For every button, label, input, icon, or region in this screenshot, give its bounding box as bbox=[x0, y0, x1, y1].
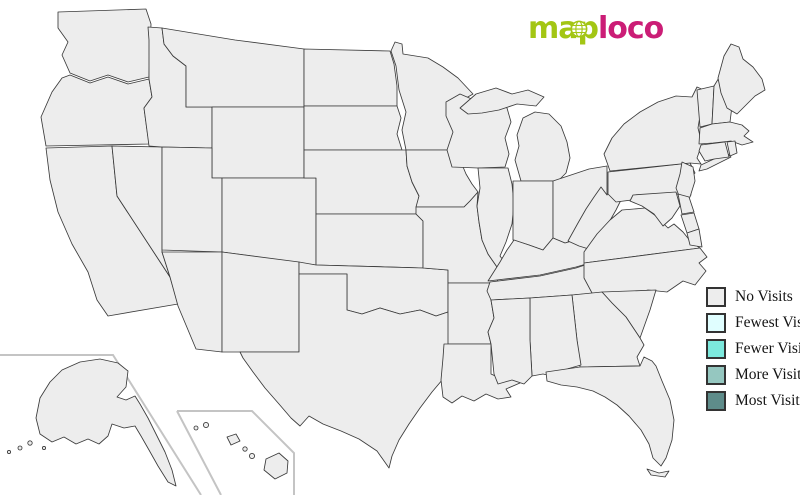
legend-label-no-visits: No Visits bbox=[735, 288, 793, 305]
legend-swatch-fewest-visits bbox=[706, 313, 726, 333]
hawaii-inset-border bbox=[176, 410, 295, 495]
state-oregon bbox=[40, 74, 153, 147]
legend-swatch-more-visits bbox=[706, 365, 726, 385]
legend-label-fewer-visits: Fewer Visits bbox=[735, 340, 800, 357]
legend-item-fewest-visits: Fewest Visits bbox=[706, 313, 800, 333]
state-north-dakota bbox=[303, 48, 398, 107]
state-kansas bbox=[315, 213, 424, 269]
legend-label-more-visits: More Visits bbox=[735, 366, 800, 383]
state-michigan-upper-peninsula bbox=[459, 87, 545, 115]
hawaii-island bbox=[248, 452, 256, 460]
state-maryland bbox=[629, 191, 681, 227]
legend-swatch-fewer-visits bbox=[706, 339, 726, 359]
inset-borders bbox=[0, 354, 295, 495]
alaska-aleutian-island bbox=[41, 445, 47, 451]
map-legend: No Visits Fewest Visits Fewer Visits Mor… bbox=[706, 287, 800, 417]
legend-item-no-visits: No Visits bbox=[706, 287, 800, 307]
state-montana bbox=[161, 27, 305, 108]
state-vermont bbox=[696, 85, 715, 128]
hawaii-inset bbox=[193, 421, 289, 480]
state-alabama bbox=[529, 294, 582, 381]
alaska-aleutian-island bbox=[6, 449, 12, 455]
state-rhode-island bbox=[726, 140, 738, 157]
legend-label-most-visits: Most Visits bbox=[735, 392, 800, 409]
hawaii-island bbox=[226, 433, 241, 446]
state-washington bbox=[57, 8, 152, 83]
state-south-dakota bbox=[303, 105, 403, 151]
legend-item-fewer-visits: Fewer Visits bbox=[706, 339, 800, 359]
logo-text-map: map bbox=[528, 11, 599, 46]
alaska-inset-border bbox=[0, 354, 202, 495]
state-connecticut bbox=[698, 141, 730, 162]
state-texas bbox=[239, 273, 452, 469]
states-lower48 bbox=[40, 8, 766, 478]
state-massachusetts bbox=[698, 121, 754, 146]
legend-swatch-no-visits bbox=[706, 287, 726, 307]
state-delaware bbox=[677, 193, 695, 215]
state-michigan bbox=[514, 111, 571, 182]
state-new-york bbox=[603, 86, 707, 172]
state-alaska bbox=[35, 358, 177, 487]
maploco-logo[interactable]: maploco bbox=[528, 11, 664, 46]
state-colorado bbox=[221, 177, 317, 266]
state-indiana bbox=[512, 180, 554, 251]
alaska-aleutian-island bbox=[17, 445, 23, 451]
state-nebraska bbox=[303, 149, 420, 215]
hawaii-big-island bbox=[263, 452, 289, 480]
state-florida bbox=[545, 356, 675, 467]
state-maine bbox=[717, 43, 766, 115]
state-wyoming bbox=[211, 106, 305, 179]
hawaii-island bbox=[202, 421, 210, 429]
state-new-mexico bbox=[221, 251, 300, 353]
legend-swatch-most-visits bbox=[706, 391, 726, 411]
hawaii-island bbox=[242, 446, 248, 452]
state-virginia-eastern-shore bbox=[686, 228, 703, 248]
legend-item-most-visits: Most Visits bbox=[706, 391, 800, 411]
state-mississippi bbox=[487, 297, 533, 385]
logo-text-loco: loco bbox=[597, 11, 664, 46]
alaska-inset bbox=[6, 358, 177, 487]
legend-item-more-visits: More Visits bbox=[706, 365, 800, 385]
state-florida-keys bbox=[646, 468, 670, 478]
alaska-aleutian-island bbox=[27, 440, 33, 446]
legend-label-fewest-visits: Fewest Visits bbox=[735, 314, 800, 331]
hawaii-island bbox=[193, 425, 199, 431]
